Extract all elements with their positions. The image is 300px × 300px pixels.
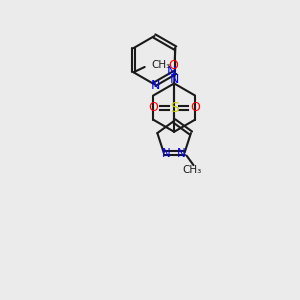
Text: N: N [170,73,179,86]
Text: CH₃: CH₃ [182,166,202,176]
Text: N: N [167,65,176,78]
Text: O: O [190,101,200,114]
Text: N: N [177,147,186,160]
Text: N: N [162,147,171,160]
Text: S: S [170,100,178,115]
Text: O: O [148,101,158,114]
Text: CH₃: CH₃ [151,60,170,70]
Text: N: N [151,79,160,92]
Text: O: O [169,59,178,72]
